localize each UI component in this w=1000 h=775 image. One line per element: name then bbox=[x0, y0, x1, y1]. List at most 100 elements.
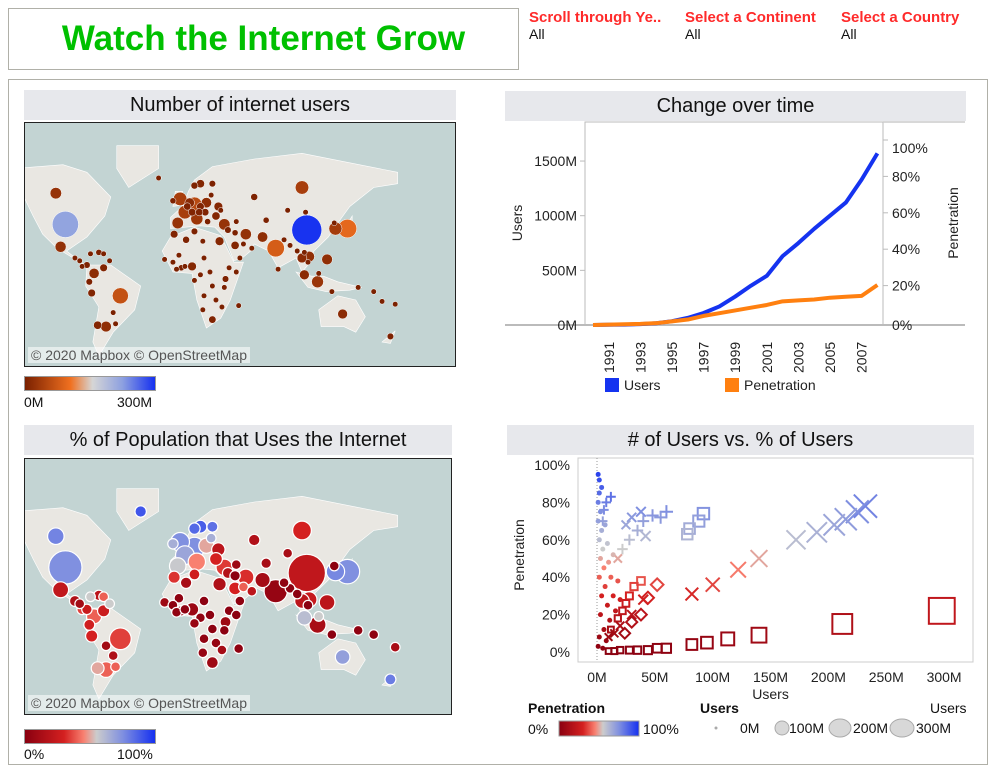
map-dot bbox=[179, 576, 193, 590]
dashboard-title: Watch the Internet Grow bbox=[61, 19, 466, 58]
x-tick-label: 1999 bbox=[727, 342, 743, 373]
map-dot bbox=[331, 220, 338, 226]
map-dot bbox=[282, 547, 294, 559]
plot-area bbox=[577, 457, 974, 663]
map-dot bbox=[217, 207, 224, 214]
map-dot bbox=[233, 269, 240, 275]
map-dot bbox=[236, 255, 243, 261]
penetration-map[interactable]: © 2020 Mapbox © OpenStreetMap bbox=[24, 458, 452, 715]
map-dot bbox=[191, 277, 198, 284]
map-credit[interactable]: © 2020 Mapbox © OpenStreetMap bbox=[28, 695, 250, 711]
scatter-point-x bbox=[626, 512, 637, 523]
scatter-point-square bbox=[636, 576, 646, 586]
users-map-title: Number of internet users bbox=[24, 90, 456, 120]
map-dot bbox=[328, 560, 340, 572]
map-dot bbox=[190, 181, 199, 190]
map-dot bbox=[211, 211, 221, 221]
map-dot bbox=[208, 180, 216, 188]
scatter-point-circle bbox=[597, 556, 603, 561]
map-dot bbox=[199, 306, 206, 313]
filter-country[interactable]: Select a Country All bbox=[841, 9, 959, 42]
scatter-point-x bbox=[853, 493, 878, 519]
y-tick-label: 20% bbox=[542, 607, 570, 623]
scatter-point-circle bbox=[610, 593, 616, 599]
map-dot bbox=[197, 647, 209, 659]
map-dot bbox=[87, 250, 94, 257]
users-legend-max: 300M bbox=[117, 394, 153, 410]
map-dot bbox=[281, 236, 288, 243]
map-dot bbox=[368, 629, 380, 641]
map-dot bbox=[292, 520, 312, 541]
map-dot bbox=[74, 598, 86, 610]
penetration-map-canvas[interactable] bbox=[25, 459, 452, 715]
x-tick-label: 150M bbox=[753, 669, 788, 685]
scatter-point-diamond bbox=[618, 626, 632, 641]
x-tick-label: 300M bbox=[927, 669, 962, 685]
scatter-point-circle bbox=[600, 645, 606, 651]
map-credit[interactable]: © 2020 Mapbox © OpenStreetMap bbox=[28, 347, 250, 363]
filter-continent-value[interactable]: All bbox=[685, 26, 701, 42]
map-dot bbox=[352, 624, 364, 636]
legend-size-label: 0M bbox=[740, 720, 759, 736]
map-dot bbox=[81, 603, 93, 616]
map-dot bbox=[201, 255, 208, 261]
scatter-point-plus bbox=[637, 515, 650, 527]
scatter-point-diamond bbox=[649, 576, 665, 593]
map-dot bbox=[326, 629, 338, 641]
x-tick-label: 1993 bbox=[632, 342, 648, 373]
penetration-map-title: % of Population that Uses the Internet bbox=[24, 425, 452, 455]
filter-year-value[interactable]: All bbox=[529, 26, 545, 42]
filter-country-value[interactable]: All bbox=[841, 26, 857, 42]
y-tick-label: 0% bbox=[550, 644, 570, 660]
filter-year[interactable]: Scroll through Ye.. All bbox=[529, 9, 661, 42]
y2-tick-label: 20% bbox=[892, 278, 920, 294]
scatter-point-square bbox=[624, 645, 634, 655]
y-tick-label: 1500M bbox=[534, 153, 577, 169]
map-dot bbox=[301, 249, 308, 256]
scatter-point-circle bbox=[607, 617, 613, 623]
y2-axis-title: Penetration bbox=[945, 187, 961, 259]
map-dot bbox=[108, 627, 132, 651]
map-dot bbox=[99, 263, 108, 272]
map-dot bbox=[88, 268, 100, 279]
users-map-canvas[interactable] bbox=[25, 123, 456, 367]
scatter-point-circle bbox=[597, 612, 603, 618]
map-dot bbox=[104, 598, 116, 610]
map-dot bbox=[173, 592, 185, 604]
penetration-color-legend bbox=[24, 729, 156, 744]
legend-size-0 bbox=[714, 726, 718, 730]
legend-size-label: 200M bbox=[853, 720, 888, 736]
scatter-point-x bbox=[749, 549, 769, 568]
map-dot bbox=[199, 238, 206, 245]
y2-tick-label: 40% bbox=[892, 241, 920, 257]
map-dot bbox=[155, 175, 162, 181]
scatter-point-circle bbox=[596, 490, 602, 496]
map-dot bbox=[260, 557, 272, 570]
map-dot bbox=[295, 180, 309, 195]
x-axis-title: Users bbox=[752, 686, 789, 702]
scatter-point-diamond bbox=[640, 590, 656, 606]
scatter-point-square bbox=[604, 647, 613, 655]
map-dot bbox=[212, 297, 219, 303]
legend-size-subtitle: Users bbox=[930, 700, 967, 716]
users-map[interactable]: © 2020 Mapbox © OpenStreetMap bbox=[24, 122, 456, 367]
scatter-point-square bbox=[642, 645, 653, 656]
map-dot bbox=[205, 656, 219, 670]
map-dot bbox=[201, 292, 208, 299]
scatter-point-circle bbox=[602, 584, 608, 590]
map-dot bbox=[49, 187, 62, 200]
x-tick-label: 2001 bbox=[759, 342, 775, 373]
filter-continent[interactable]: Select a Continent All bbox=[685, 9, 816, 42]
map-dot bbox=[48, 550, 83, 585]
map-dot bbox=[106, 257, 113, 264]
map-dot bbox=[304, 259, 311, 266]
x-tick-label: 100M bbox=[695, 669, 730, 685]
dashboard-container bbox=[8, 79, 988, 765]
map-dot bbox=[195, 208, 204, 217]
scatter-point-square bbox=[700, 635, 714, 650]
legend-label-users: Users bbox=[624, 377, 661, 393]
map-dot bbox=[171, 217, 184, 229]
penetration-legend-max: 100% bbox=[117, 746, 153, 762]
series-line-penetration bbox=[592, 283, 879, 327]
map-dot bbox=[296, 609, 313, 626]
